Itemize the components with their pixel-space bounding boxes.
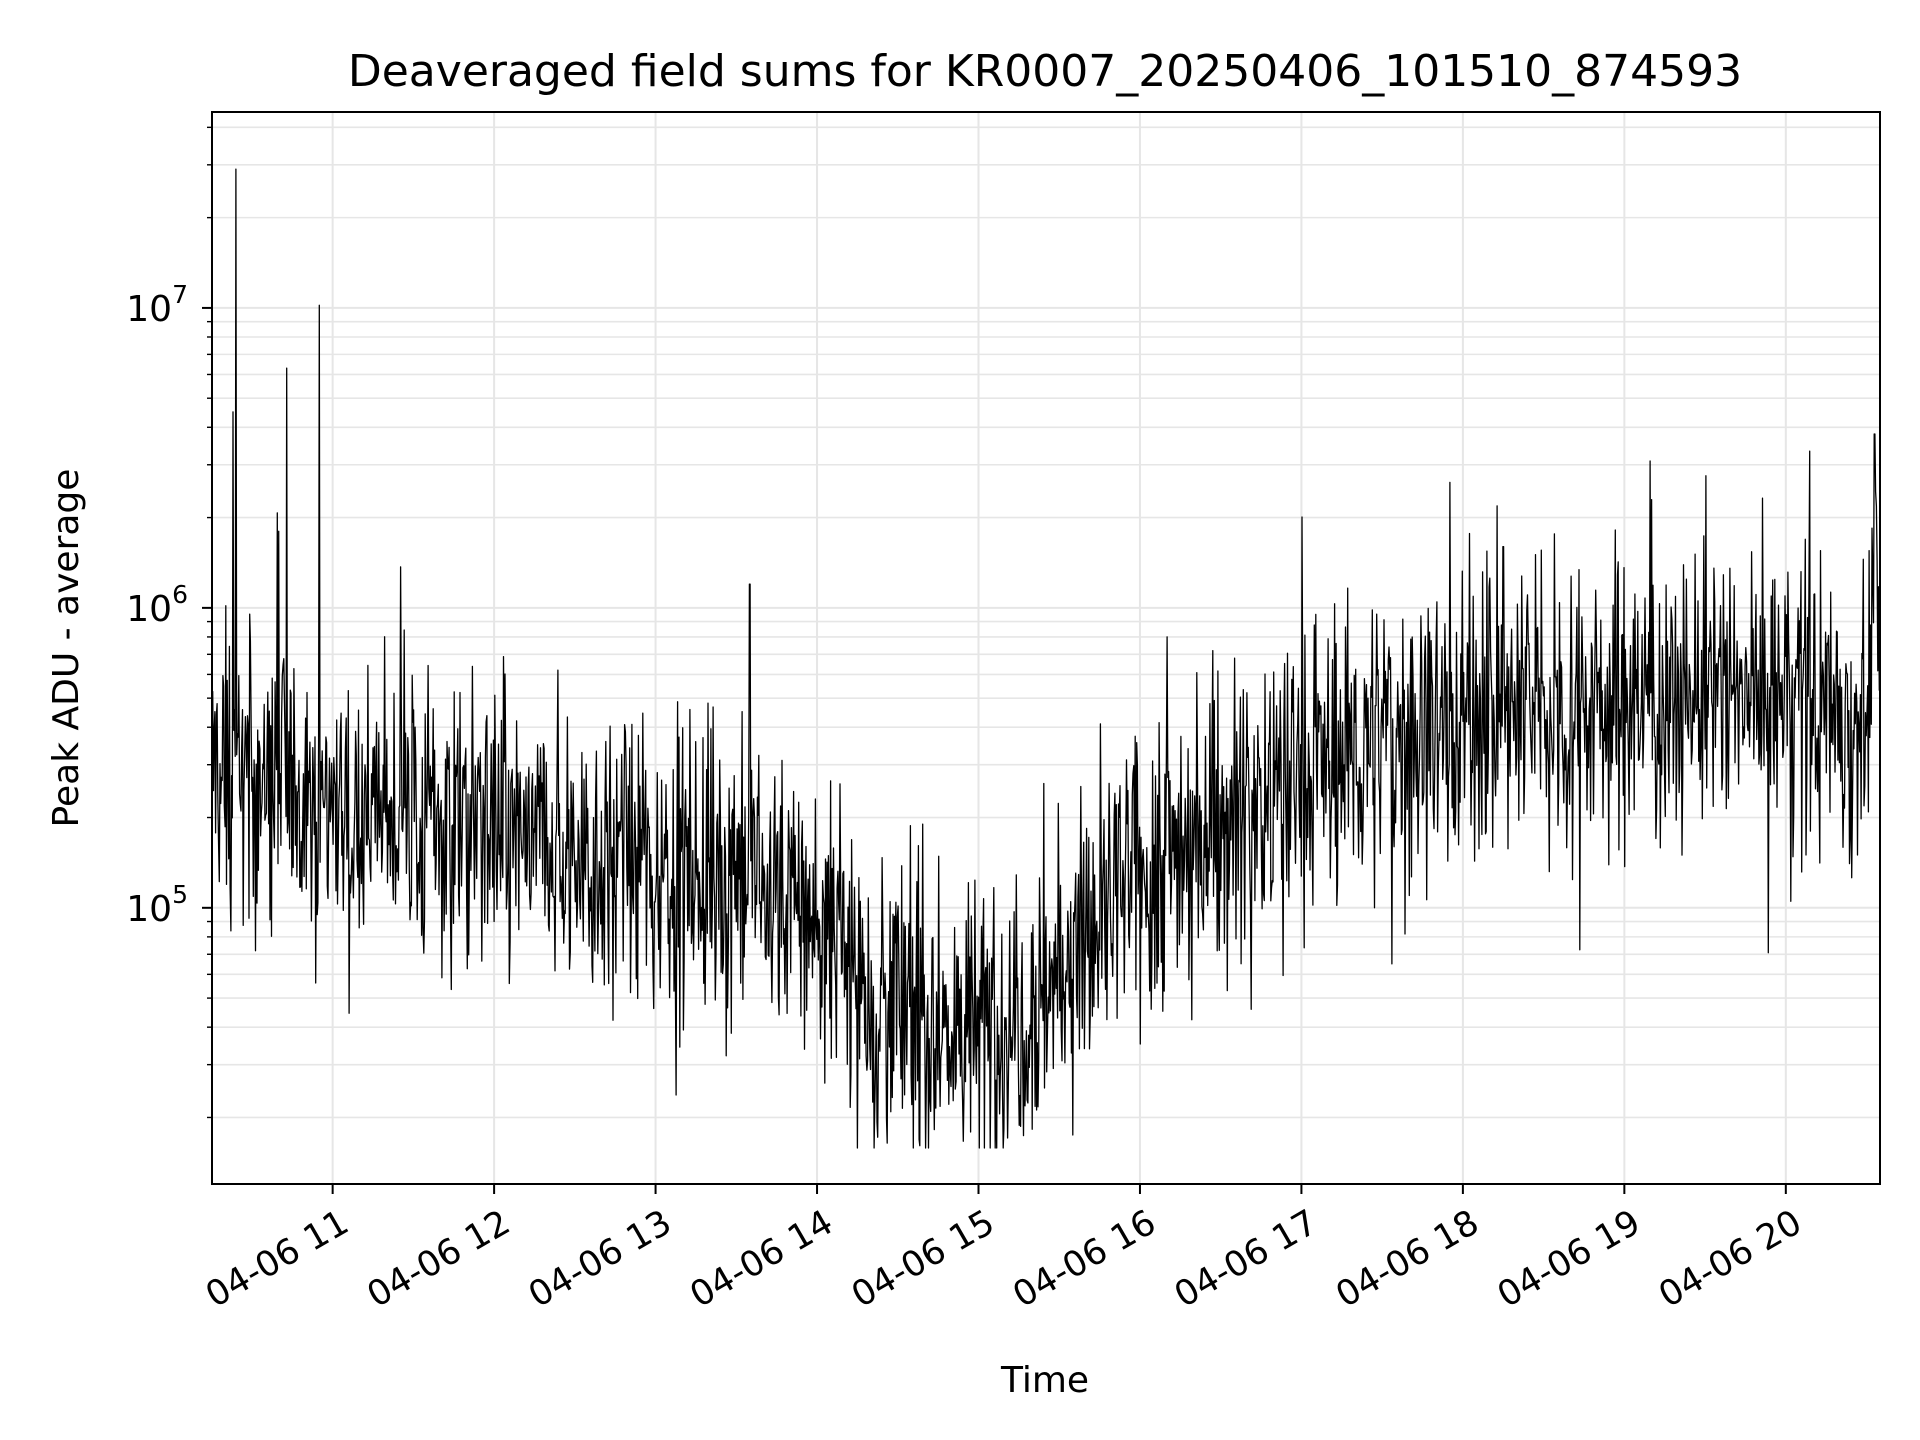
x-axis-label: Time	[1000, 1360, 1089, 1401]
plot-frame	[211, 111, 1881, 1185]
chart-title: Deaveraged field sums for KR0007_2025040…	[348, 46, 1742, 97]
y-axis: 105 106 107	[126, 126, 212, 1119]
y-tick-label: 105	[126, 880, 188, 930]
y-tick-label: 106	[126, 580, 188, 630]
series-line	[212, 168, 1881, 1149]
y-axis-label: Peak ADU - average	[46, 469, 87, 828]
y-tick-label: 107	[126, 280, 188, 330]
series-layer	[212, 168, 1881, 1149]
